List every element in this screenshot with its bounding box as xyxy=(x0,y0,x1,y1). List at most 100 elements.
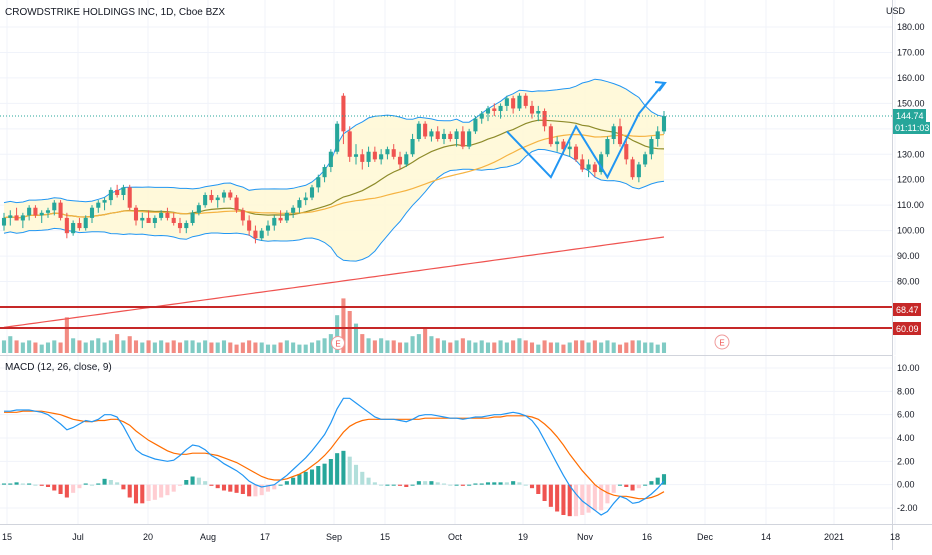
macd-histogram-bar xyxy=(467,484,472,486)
candle-body xyxy=(467,131,472,147)
volume-bar xyxy=(580,340,585,353)
macd-histogram-bar xyxy=(1,483,7,485)
macd-histogram-bar xyxy=(108,480,113,485)
macd-histogram-bar xyxy=(303,471,308,485)
macd-histogram-bar xyxy=(171,484,176,492)
earnings-marker-label: E xyxy=(335,340,340,349)
volume-bar xyxy=(96,338,101,353)
candle-body xyxy=(140,217,145,221)
candle-body xyxy=(8,215,13,218)
volume-bar xyxy=(586,342,591,353)
macd-histogram-bar xyxy=(190,476,195,485)
volume-bar xyxy=(548,342,553,353)
time-tick-label: 15 xyxy=(380,532,390,542)
candle-body xyxy=(517,95,522,109)
candle-body xyxy=(127,187,132,208)
time-tick-label: 2021 xyxy=(824,532,844,542)
candle-body xyxy=(121,187,126,195)
macd-title: MACD (12, 26, close, 9) xyxy=(5,362,112,373)
candle-body xyxy=(630,159,635,178)
volume-bar xyxy=(102,342,107,353)
volume-bar xyxy=(467,340,472,353)
volume-bar xyxy=(247,340,252,353)
macd-histogram-bar xyxy=(8,483,13,485)
volume-bar xyxy=(542,340,547,353)
macd-histogram-bar xyxy=(234,484,239,493)
candle-body xyxy=(253,230,258,239)
volume-bar xyxy=(643,342,648,353)
candle-body xyxy=(284,212,289,221)
macd-histogram-bar xyxy=(196,477,201,485)
candle-body xyxy=(115,189,120,195)
volume-bar xyxy=(140,342,145,353)
volume-bar xyxy=(655,344,660,353)
candle-body xyxy=(379,154,384,160)
macd-axis[interactable]: 10.00 8.00 6.00 4.00 2.00 0.00 -2.00 xyxy=(897,363,920,513)
macd-histogram-bar xyxy=(485,482,491,485)
price-tick-label: 100.00 xyxy=(897,226,925,236)
macd-histogram-bar xyxy=(542,484,547,501)
macd-histogram-bar xyxy=(655,477,660,485)
macd-histogram-bar xyxy=(215,484,220,489)
volume-bar xyxy=(473,342,478,353)
earnings-marker-dec[interactable]: E xyxy=(714,334,730,350)
volume-bar xyxy=(190,340,195,353)
macd-histogram-bar xyxy=(335,453,340,485)
volume-bar xyxy=(366,338,371,353)
candle-body xyxy=(247,220,252,231)
drawn-pattern[interactable] xyxy=(506,81,667,180)
macd-histogram-bar xyxy=(152,484,157,500)
candle-body xyxy=(77,223,82,229)
macd-histogram-bar xyxy=(96,483,101,485)
volume-bar xyxy=(33,342,38,353)
volume-bar xyxy=(259,342,264,353)
volume-bar xyxy=(284,340,289,353)
candle-body xyxy=(96,202,101,208)
candle-body xyxy=(504,98,509,106)
volume-bar xyxy=(492,342,497,353)
macd-histogram-bar xyxy=(479,483,484,485)
volume-bar xyxy=(385,340,390,353)
volume-bar xyxy=(397,342,403,353)
candle-body xyxy=(580,159,585,170)
volume-bar xyxy=(353,323,359,353)
candle-body xyxy=(190,212,195,223)
volume-bar xyxy=(297,344,302,353)
level-tag-value: 68.47 xyxy=(896,305,919,315)
volume-bar xyxy=(429,336,434,353)
candle-body xyxy=(586,164,591,170)
candle-body xyxy=(316,177,321,188)
candle-body xyxy=(215,197,220,201)
macd-histogram-bar xyxy=(71,484,76,493)
macd-histogram-bar xyxy=(410,484,415,486)
macd-histogram-bar xyxy=(561,484,566,515)
macd-histogram-bar xyxy=(580,484,585,515)
time-axis[interactable]: 15 Jul 20 Aug 17 Sep 15 Oct 19 Nov 16 Dec 14 2021 18 xyxy=(2,532,900,542)
volume-bar xyxy=(410,336,415,353)
candle-body xyxy=(1,217,7,226)
macd-histogram-bar xyxy=(460,484,465,486)
volume-bar xyxy=(58,342,63,353)
volume-bar xyxy=(316,340,321,353)
candle-body xyxy=(58,202,63,218)
candlesticks xyxy=(1,93,667,244)
macd-tick-label: 10.00 xyxy=(897,363,920,373)
volume-bar xyxy=(272,344,277,353)
candle-body xyxy=(448,133,453,139)
macd-histogram-bar xyxy=(272,484,277,490)
candle-body xyxy=(661,116,667,132)
time-tick-label: Oct xyxy=(448,532,463,542)
candle-body xyxy=(655,131,660,139)
candle-body xyxy=(45,210,51,213)
volume-bar xyxy=(115,334,120,353)
time-tick-label: 20 xyxy=(143,532,153,542)
candle-body xyxy=(71,223,76,234)
macd-tick-label: 0.00 xyxy=(897,480,915,490)
pattern-arrowhead xyxy=(654,81,667,92)
earnings-marker-sep[interactable]: E xyxy=(331,336,345,350)
volume-bar xyxy=(529,342,535,353)
macd-histogram-bar xyxy=(636,484,641,489)
candle-body xyxy=(536,111,541,114)
